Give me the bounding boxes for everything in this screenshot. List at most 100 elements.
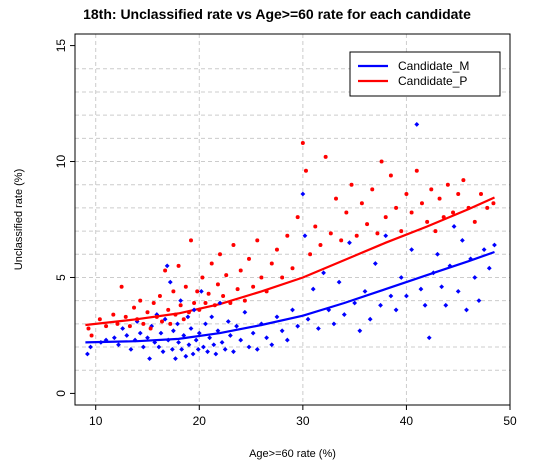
data-point xyxy=(242,309,248,315)
x-tick-label: 40 xyxy=(400,414,414,428)
data-point xyxy=(103,337,109,343)
data-point xyxy=(264,335,270,341)
fit-lines-layer xyxy=(85,196,495,344)
data-point xyxy=(472,219,477,224)
data-point xyxy=(169,346,175,352)
data-point xyxy=(152,339,158,345)
data-point xyxy=(352,300,358,306)
data-point xyxy=(85,351,90,357)
data-point xyxy=(485,205,490,210)
data-point xyxy=(137,330,143,336)
data-point xyxy=(269,261,274,266)
data-point xyxy=(163,268,168,273)
data-point xyxy=(147,356,152,362)
data-point xyxy=(437,196,442,201)
data-point xyxy=(394,205,399,210)
legend-box xyxy=(349,51,501,97)
data-point xyxy=(181,317,186,322)
data-point xyxy=(393,307,399,313)
x-tick-label: 20 xyxy=(193,414,207,428)
data-point xyxy=(222,346,228,352)
data-point xyxy=(127,324,132,329)
data-point xyxy=(178,298,184,304)
data-point xyxy=(190,351,196,357)
data-point xyxy=(409,247,415,253)
data-point xyxy=(200,275,205,280)
data-point xyxy=(284,337,290,343)
data-point xyxy=(414,168,419,173)
data-point xyxy=(468,256,474,262)
data-point xyxy=(354,233,359,238)
data-point xyxy=(198,288,204,294)
data-point xyxy=(280,275,285,280)
data-point xyxy=(188,326,194,331)
data-point xyxy=(326,307,332,313)
data-point xyxy=(116,342,121,348)
data-point xyxy=(148,326,153,331)
data-point xyxy=(321,270,326,276)
series-candidate-m xyxy=(85,122,497,362)
data-point xyxy=(97,317,102,322)
data-point xyxy=(170,328,176,334)
data-point xyxy=(269,342,275,348)
data-point xyxy=(349,182,354,187)
data-point xyxy=(186,342,192,348)
data-point xyxy=(251,284,256,289)
data-point xyxy=(362,288,368,294)
y-axis-label: Unclassified rate (%) xyxy=(13,169,25,270)
data-point xyxy=(167,279,173,285)
data-point xyxy=(367,316,373,322)
data-point xyxy=(481,247,487,253)
data-point xyxy=(451,224,457,229)
data-point xyxy=(302,233,308,239)
data-point xyxy=(185,314,191,320)
data-point xyxy=(156,344,162,350)
data-point xyxy=(218,252,222,257)
data-point xyxy=(201,344,206,350)
data-point xyxy=(290,266,295,271)
data-point xyxy=(179,346,185,352)
data-point xyxy=(318,243,323,248)
data-point xyxy=(300,191,306,197)
data-point xyxy=(255,238,260,243)
data-point xyxy=(247,256,251,261)
data-point xyxy=(461,178,466,183)
data-point xyxy=(183,284,188,289)
data-point xyxy=(313,224,318,229)
data-point xyxy=(279,328,285,334)
data-point xyxy=(145,310,150,315)
data-point xyxy=(124,333,130,338)
data-point xyxy=(388,173,393,178)
data-point xyxy=(246,344,252,350)
data-point xyxy=(422,302,428,308)
data-point xyxy=(215,328,221,334)
data-point xyxy=(157,294,162,299)
legend-entry-label: Candidate_M xyxy=(398,59,469,73)
data-point xyxy=(315,326,321,331)
data-point xyxy=(375,231,380,236)
data-point xyxy=(225,319,231,324)
data-point xyxy=(227,333,233,338)
data-point xyxy=(388,293,394,299)
data-point xyxy=(328,231,333,236)
x-tick-label: 30 xyxy=(296,414,310,428)
data-point xyxy=(238,268,243,273)
fit-line-candidate-m xyxy=(85,250,495,344)
data-point xyxy=(347,240,352,246)
data-point xyxy=(492,242,497,248)
x-tick-label: 10 xyxy=(89,414,103,428)
series-candidate-p xyxy=(86,140,496,338)
data-point xyxy=(357,328,363,334)
data-point xyxy=(379,159,384,164)
data-point xyxy=(418,286,424,292)
data-point xyxy=(464,307,469,313)
data-point xyxy=(211,342,217,348)
data-point xyxy=(193,337,199,343)
data-point xyxy=(414,122,420,127)
data-point xyxy=(404,293,409,299)
plot-frame xyxy=(74,33,511,406)
data-point xyxy=(476,298,482,304)
data-point xyxy=(119,284,124,289)
data-point xyxy=(132,337,138,343)
